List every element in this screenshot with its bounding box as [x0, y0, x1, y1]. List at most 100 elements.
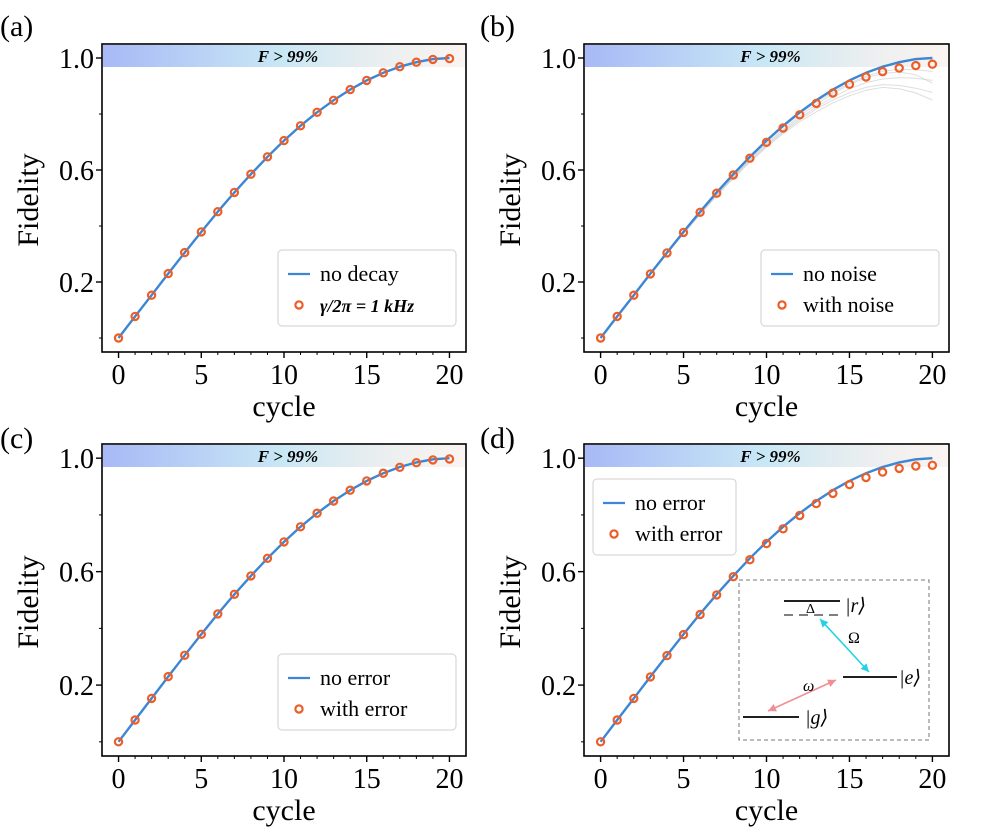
data-point [745, 555, 755, 565]
data-point [362, 476, 372, 486]
x-tick-label: 10 [270, 360, 298, 391]
data-point [612, 311, 622, 322]
series-line [117, 457, 450, 743]
banner-gradient [103, 445, 465, 467]
data-point [811, 498, 822, 509]
data-point [695, 609, 705, 620]
y-axis-label: Fidelity [12, 555, 45, 648]
banner-gradient [103, 45, 465, 67]
series-markers [595, 460, 938, 747]
data-point [146, 693, 157, 704]
detuning-label: Δ [806, 602, 815, 617]
data-point [894, 63, 904, 73]
data-point [179, 650, 190, 661]
data-point [328, 496, 339, 506]
x-tick-label: 20 [918, 764, 946, 795]
x-tick-label: 15 [353, 360, 381, 391]
data-point [844, 79, 855, 90]
data-point [678, 227, 689, 238]
legend-marker-swatch [294, 704, 304, 714]
data-point [861, 72, 871, 82]
banner-label: F > 99% [739, 447, 800, 466]
data-point [612, 715, 622, 725]
data-point [645, 269, 656, 279]
data-point [595, 333, 606, 343]
legend-label-markers: γ/2π = 1 kHz [320, 296, 414, 316]
data-point [130, 311, 140, 322]
data-point [295, 522, 306, 532]
coupling-omega-label: Ω [848, 630, 860, 647]
data-point [213, 609, 223, 619]
legend-label-line: no error [320, 665, 391, 690]
x-tick-label: 0 [112, 764, 126, 795]
panel-label: (c) [0, 422, 33, 455]
y-tick-label: 0.6 [541, 156, 576, 187]
data-point [645, 672, 656, 682]
data-point [395, 61, 405, 72]
data-point [312, 107, 322, 118]
panel-label: (d) [480, 422, 515, 455]
data-point [345, 485, 355, 495]
series-line [599, 457, 933, 743]
banner-label: F > 99% [257, 447, 318, 466]
data-point [728, 572, 739, 582]
legend-label-line: no error [635, 490, 706, 515]
data-point [113, 333, 124, 343]
x-tick-label: 15 [835, 764, 863, 795]
data-point [662, 650, 672, 661]
legend-label-line: no decay [320, 261, 399, 286]
y-tick-label: 0.6 [541, 558, 576, 589]
legend: no noise with noise [760, 249, 940, 327]
fidelity-banner: F > 99% [103, 445, 465, 467]
x-tick-label: 5 [677, 764, 691, 795]
legend-frame [277, 653, 457, 731]
fidelity-banner: F > 99% [585, 45, 948, 67]
data-point [428, 455, 438, 465]
data-point [795, 510, 805, 521]
data-point [911, 461, 921, 471]
y-axis-label: Fidelity [494, 555, 527, 648]
y-tick-label: 0.6 [59, 558, 94, 589]
legend-label-markers: with noise [803, 292, 894, 317]
arrow-g-e [767, 679, 837, 712]
series-line [117, 56, 450, 339]
x-tick-label: 15 [353, 764, 381, 795]
y-axis-label: Fidelity [494, 153, 527, 246]
data-point [444, 53, 455, 64]
data-point [728, 170, 739, 180]
x-tick-label: 10 [753, 360, 781, 391]
banner-gradient [585, 45, 948, 67]
data-point [163, 671, 173, 682]
x-tick-label: 0 [594, 360, 608, 391]
data-point [378, 468, 388, 478]
data-point [811, 98, 822, 109]
data-point [428, 54, 438, 65]
level-r-label: |r⟩ [845, 595, 866, 617]
x-tick-label: 10 [753, 764, 781, 795]
data-point [146, 290, 157, 300]
data-point [113, 737, 124, 747]
y-axis-label: Fidelity [12, 153, 45, 246]
data-point [761, 137, 772, 147]
y-tick-label: 1.0 [541, 444, 576, 475]
x-tick-label: 20 [435, 360, 463, 391]
x-tick-label: 0 [594, 764, 608, 795]
data-point [378, 68, 388, 78]
x-tick-label: 20 [435, 764, 463, 795]
panel-a: (a) F > 99% 0 5 10 15 20 0.2 0.6 1.0 cycle Fidelity… [0, 10, 467, 423]
fidelity-banner: F > 99% [103, 45, 465, 67]
data-point [761, 538, 772, 549]
data-point [395, 462, 405, 472]
coupling-w-label: ω [803, 678, 814, 695]
y-tick-label: 1.0 [59, 444, 94, 475]
data-point [411, 57, 422, 67]
data-point [861, 472, 871, 483]
data-point [778, 123, 788, 133]
data-point [279, 135, 289, 146]
data-point [712, 590, 722, 600]
banner-label: F > 99% [257, 47, 318, 66]
energy-level-inset: Δ |r⟩ |e⟩ |g⟩ Ωω [738, 579, 930, 741]
banner-label: F > 99% [739, 47, 800, 66]
data-point [695, 207, 705, 217]
